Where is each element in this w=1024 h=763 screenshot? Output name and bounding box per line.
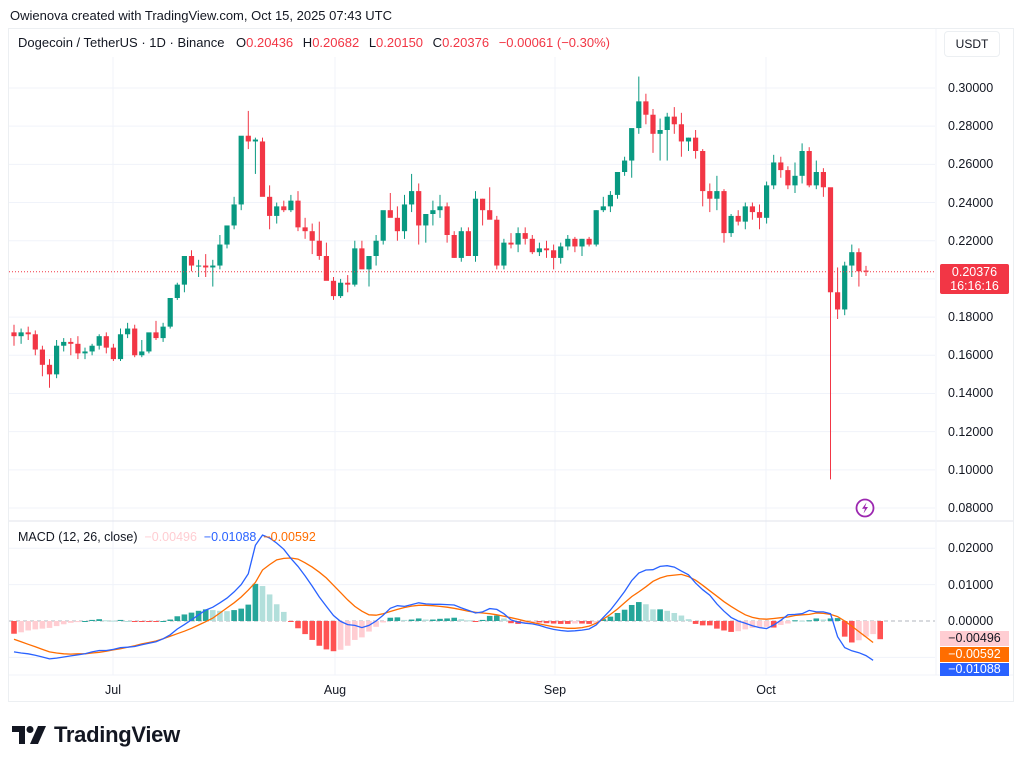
price-axis-label: 0.30000 <box>948 81 994 95</box>
price-axis-label: 0.18000 <box>948 310 994 325</box>
price-axis-label: 0.26000 <box>948 157 994 172</box>
price-axis-label: 0.24000 <box>948 195 994 210</box>
low-value: 0.20150 <box>376 35 424 50</box>
last-price-value: 0.20376 <box>951 265 998 279</box>
open-value: 0.20436 <box>246 35 294 50</box>
macd-line-value: −0.01088 <box>203 530 257 544</box>
macd-title[interactable]: MACD (12, 26, close) <box>18 530 138 544</box>
attribution-text: Owienova created with TradingView.com, O… <box>10 8 393 23</box>
macd-signal-tag: −0.00592 <box>940 647 1009 662</box>
tradingview-logo[interactable]: TradingView <box>12 722 180 748</box>
high-value: 0.20682 <box>312 35 360 50</box>
macd-legend: MACD (12, 26, close) −0.00496 −0.01088 −… <box>18 530 316 544</box>
macd-axis-label: 0.00000 <box>948 614 994 628</box>
macd-histogram-tag: −0.00496 <box>940 631 1009 646</box>
price-axis-label: 0.10000 <box>948 462 994 477</box>
price-axis-label: 0.12000 <box>948 424 994 439</box>
symbol-legend: Dogecoin / TetherUS · 1D · Binance O0.20… <box>18 35 616 50</box>
event-flash-icon[interactable] <box>855 498 875 518</box>
macd-signal-value: −0.00592 <box>263 530 316 544</box>
chart-frame <box>8 28 1014 702</box>
macd-histogram-value: −0.00496 <box>144 530 197 544</box>
symbol-title[interactable]: Dogecoin / TetherUS · 1D · Binance <box>18 35 225 50</box>
low-label: L <box>368 35 377 50</box>
currency-button[interactable]: USDT <box>944 31 1000 57</box>
change-value: −0.00061 (−0.30%) <box>498 35 610 50</box>
last-price-tag: 0.20376 16:16:16 <box>940 264 1009 294</box>
time-axis-label: Jul <box>105 683 121 697</box>
time-axis-label: Sep <box>543 683 567 697</box>
time-axis-label: Oct <box>756 683 776 697</box>
macd-line-tag: −0.01088 <box>940 663 1009 676</box>
macd-axis-label: 0.01000 <box>948 577 994 592</box>
price-axis-label: 0.08000 <box>948 500 994 515</box>
price-axis-label: 0.16000 <box>948 348 994 363</box>
time-axis-label: Aug <box>323 683 347 697</box>
macd-axis-label: 0.02000 <box>948 541 994 556</box>
open-label: O <box>236 35 247 50</box>
price-axis-label: 0.14000 <box>948 386 994 401</box>
bar-countdown: 16:16:16 <box>950 279 999 293</box>
price-axis-label: 0.28000 <box>948 119 994 134</box>
tradingview-logo-text: TradingView <box>54 722 180 747</box>
high-label: H <box>302 35 313 50</box>
close-label: C <box>432 35 443 50</box>
price-axis-label: 0.22000 <box>948 233 994 248</box>
close-value: 0.20376 <box>442 35 490 50</box>
tradingview-logo-icon <box>12 726 46 744</box>
